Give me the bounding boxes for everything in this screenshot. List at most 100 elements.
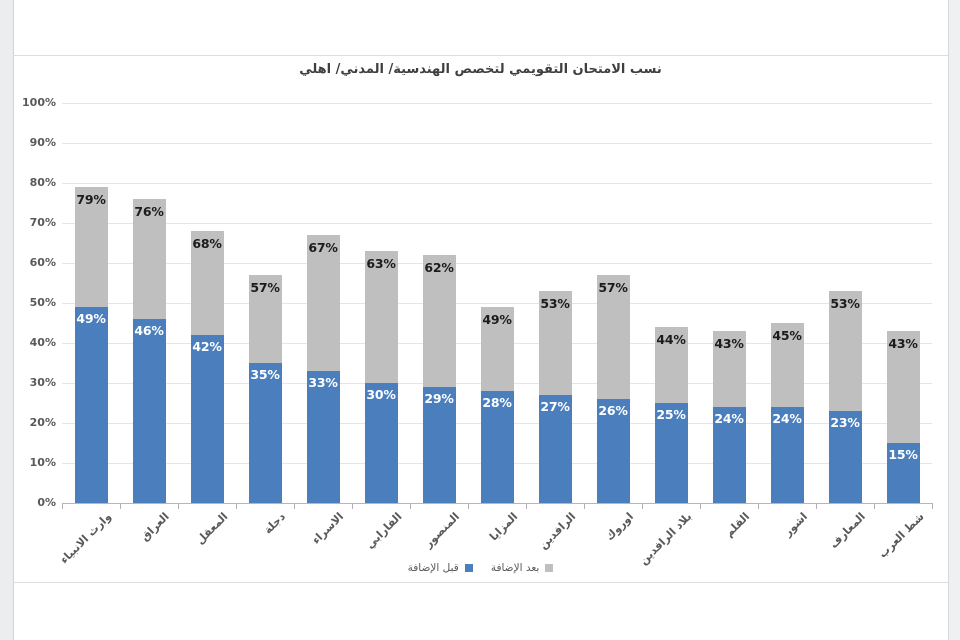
gridline-50: [62, 303, 932, 304]
y-axis-tick-label: 90%: [29, 136, 56, 149]
gridline-70: [62, 223, 932, 224]
y-axis-tick-label: 70%: [29, 216, 56, 229]
bar-total-label: 79%: [76, 192, 106, 207]
bar-segment-after: [307, 235, 340, 371]
bar-before-label: 27%: [540, 399, 570, 414]
bar-segment-before: [191, 335, 224, 503]
bar-segment-before: [655, 403, 688, 503]
bar-before-label: 42%: [192, 339, 222, 354]
bar-before-label: 15%: [888, 447, 918, 462]
x-axis-tick: [236, 503, 237, 509]
bar-segment-before: [423, 387, 456, 503]
bar-before-label: 35%: [250, 367, 280, 382]
page-edge-right: [948, 0, 960, 640]
x-axis-tick: [816, 503, 817, 509]
x-axis-tick: [352, 503, 353, 509]
bar-segment-before: [713, 407, 746, 503]
x-axis-tick: [410, 503, 411, 509]
bar-segment-before: [887, 443, 920, 503]
legend-entry-before: قبل الإضافة: [408, 562, 473, 574]
bar-total-label: 68%: [192, 236, 222, 251]
legend-entry-after: بعد الإضافة: [491, 562, 554, 574]
bar-segment-after: [423, 255, 456, 387]
x-axis-tick: [584, 503, 585, 509]
y-axis-tick-label: 0%: [37, 496, 56, 509]
bar-segment-before: [771, 407, 804, 503]
bar-total-label: 45%: [772, 328, 802, 343]
bar-total-label: 57%: [598, 280, 628, 295]
bar-segment-before: [75, 307, 108, 503]
gridline-80: [62, 183, 932, 184]
x-axis-tick: [120, 503, 121, 509]
bar-before-label: 24%: [714, 411, 744, 426]
bar-total-label: 76%: [134, 204, 164, 219]
bar-total-label: 67%: [308, 240, 338, 255]
bar-segment-after: [133, 199, 166, 319]
bar-segment-before: [597, 399, 630, 503]
x-category-label: الاسراء: [309, 510, 347, 547]
x-category-label: الفارابي: [362, 510, 405, 552]
bar-segment-after: [655, 327, 688, 403]
bottom-divider: [13, 582, 948, 583]
bar-before-label: 24%: [772, 411, 802, 426]
x-category-label: دجلة: [261, 510, 289, 537]
bar-segment-before: [481, 391, 514, 503]
bar-before-label: 49%: [76, 311, 106, 326]
bar-segment-before: [365, 383, 398, 503]
x-category-label: الرافدين: [536, 510, 579, 552]
x-axis-tick: [468, 503, 469, 509]
bar-before-label: 30%: [366, 387, 396, 402]
bar-before-label: 23%: [830, 415, 860, 430]
x-axis-tick: [758, 503, 759, 509]
bar-before-label: 46%: [134, 323, 164, 338]
x-category-label: المزايا: [486, 510, 521, 544]
bar-before-label: 33%: [308, 375, 338, 390]
x-axis-tick: [526, 503, 527, 509]
gridline-100: [62, 103, 932, 104]
bar-segment-after: [191, 231, 224, 335]
y-axis-tick-label: 80%: [29, 176, 56, 189]
x-category-label: المعارف: [827, 510, 869, 551]
x-category-label: شط العرب: [875, 510, 927, 561]
x-axis-tick: [642, 503, 643, 509]
x-axis-tick: [294, 503, 295, 509]
chart-title: نسب الامتحان التقويمي لتخصص الهندسية/ ال…: [299, 62, 662, 77]
y-axis-tick-label: 30%: [29, 376, 56, 389]
x-category-label: العراق: [138, 510, 173, 544]
y-axis-tick-label: 40%: [29, 336, 56, 349]
legend-label: بعد الإضافة: [490, 562, 540, 574]
bar-segment-after: [771, 323, 804, 407]
legend-swatch-icon: [545, 564, 554, 572]
x-category-label: المعقل: [193, 510, 231, 547]
x-category-label: اوروك: [603, 510, 637, 544]
bar-segment-before: [133, 319, 166, 503]
legend-swatch-icon: [464, 564, 473, 572]
bar-segment-before: [539, 395, 572, 503]
bar-total-label: 43%: [888, 336, 918, 351]
x-axis-tick: [178, 503, 179, 509]
bar-segment-after: [75, 187, 108, 307]
bar-total-label: 53%: [830, 296, 860, 311]
x-category-label: المنصور: [421, 510, 463, 551]
x-category-label: اشور: [781, 510, 811, 539]
legend-label: قبل الإضافة: [407, 562, 459, 574]
bar-before-label: 25%: [656, 407, 686, 422]
bar-total-label: 62%: [424, 260, 454, 275]
bar-segment-after: [539, 291, 572, 395]
bar-segment-after: [887, 331, 920, 443]
x-axis-tick: [932, 503, 933, 509]
bar-segment-after: [481, 307, 514, 391]
bar-total-label: 57%: [250, 280, 280, 295]
bar-segment-after: [365, 251, 398, 383]
bar-segment-before: [307, 371, 340, 503]
bar-total-label: 63%: [366, 256, 396, 271]
x-category-label: القلم: [722, 510, 753, 540]
x-axis-tick: [700, 503, 701, 509]
gridline-60: [62, 263, 932, 264]
bar-before-label: 26%: [598, 403, 628, 418]
bar-segment-after: [829, 291, 862, 411]
bar-before-label: 28%: [482, 395, 512, 410]
y-axis-tick-label: 10%: [29, 456, 56, 469]
y-axis-tick-label: 20%: [29, 416, 56, 429]
